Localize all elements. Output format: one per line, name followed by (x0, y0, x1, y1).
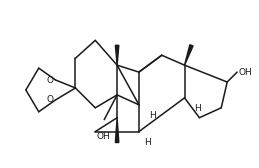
Text: H: H (195, 104, 201, 113)
Text: OH: OH (238, 68, 252, 77)
Text: H: H (145, 138, 151, 147)
Text: H: H (149, 111, 156, 120)
Text: OH: OH (96, 132, 110, 141)
Text: O: O (47, 76, 54, 85)
Text: O: O (47, 95, 54, 104)
Polygon shape (115, 118, 119, 142)
Polygon shape (115, 45, 119, 65)
Polygon shape (185, 45, 193, 65)
